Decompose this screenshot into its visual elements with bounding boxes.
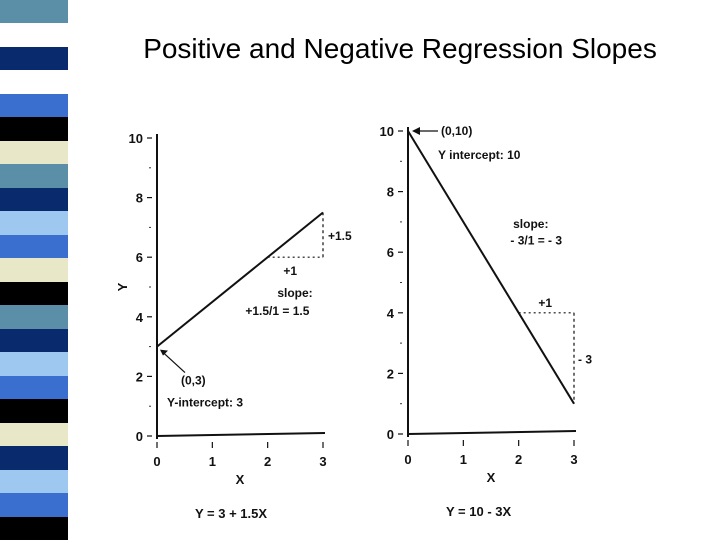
stripe-tile — [0, 258, 68, 283]
stripe-tile — [0, 328, 68, 353]
stripe-tile — [0, 117, 68, 142]
x-axis-label: X — [487, 470, 496, 485]
intercept-point-label: (0,3) — [181, 374, 206, 388]
slide-title: Positive and Negative Regression Slopes — [143, 33, 657, 64]
intercept-arrowhead — [160, 349, 168, 356]
stripe-tile — [0, 211, 68, 236]
slope-label: slope: — [277, 286, 312, 300]
stripe-tile — [0, 93, 68, 118]
x-tick-label: 1 — [209, 454, 216, 469]
stripe-tile — [0, 493, 68, 517]
slope-value: +1.5/1 = 1.5 — [245, 304, 309, 318]
stripe-tile — [0, 446, 68, 471]
y-tick-label: 4 — [387, 306, 395, 321]
stripe-tile — [0, 0, 68, 24]
rise-label: - 3 — [578, 352, 592, 366]
stripe-tile — [0, 422, 68, 447]
stripe-tile — [0, 516, 68, 540]
decorative-stripe — [0, 0, 68, 540]
intercept-label: Y-intercept: 3 — [167, 396, 243, 410]
x-tick-label: 3 — [570, 452, 577, 467]
positive-slope-chart: 0 2 4 6 8 10 0 1 2 3 X Y +1.5 +1 slope: +1.5/1 = 1.5 (0,… — [115, 131, 352, 521]
x-axis-line — [407, 430, 577, 435]
y-tick-label: 8 — [387, 185, 394, 200]
stripe-tile — [0, 46, 68, 71]
intercept-arrow — [160, 350, 186, 374]
x-axis-line — [156, 432, 326, 437]
stripe-tile — [0, 187, 68, 212]
intercept-point-label: (0,10) — [441, 124, 472, 138]
stripe-tile — [0, 70, 68, 95]
y-axis-label: Y — [115, 282, 130, 291]
negative-slope-chart: 0 2 4 6 8 10 0 1 2 3 X +1 - 3 slope: - 3/1 = - 3 (0,10)… — [380, 124, 593, 519]
regression-equation: Y = 10 - 3X — [446, 504, 511, 519]
run-label: +1 — [283, 264, 297, 278]
stripe-tile — [0, 305, 68, 330]
right-plot-area: 0 2 4 6 8 10 0 1 2 3 X +1 - 3 slope: - 3/1 = - 3 (0,10)… — [380, 124, 593, 519]
run-label: +1 — [538, 296, 552, 310]
stripe-tile — [0, 375, 68, 400]
x-tick-label: 0 — [153, 454, 160, 469]
y-tick-label: 6 — [136, 250, 143, 265]
stripe-tile — [0, 234, 68, 259]
regression-line — [156, 211, 324, 348]
y-tick-label: 8 — [136, 191, 143, 206]
y-tick-label: 10 — [129, 131, 143, 146]
y-tick-label: 0 — [136, 429, 143, 444]
rise-label: +1.5 — [328, 229, 352, 243]
y-tick-label: 2 — [136, 369, 143, 384]
slope-value: - 3/1 = - 3 — [510, 234, 562, 248]
stripe-tile — [0, 469, 68, 494]
y-tick-label: 10 — [380, 124, 394, 139]
stripe-tile — [0, 140, 68, 165]
left-plot-area: 0 2 4 6 8 10 0 1 2 3 X Y +1.5 +1 slope: +1.5/1 = 1.5 (0,… — [115, 131, 352, 521]
regression-equation: Y = 3 + 1.5X — [195, 506, 267, 521]
stripe-tile — [0, 23, 68, 48]
x-tick-label: 3 — [319, 454, 326, 469]
x-tick-label: 1 — [460, 452, 467, 467]
x-axis-label: X — [236, 472, 245, 487]
stripe-tile — [0, 399, 68, 424]
regression-line — [407, 130, 575, 405]
y-tick-label: 6 — [387, 245, 394, 260]
stripe-tile — [0, 352, 68, 377]
stripe-tile — [0, 281, 68, 306]
x-tick-label: 2 — [264, 454, 271, 469]
intercept-label: Y intercept: 10 — [438, 148, 521, 162]
slope-label: slope: — [513, 217, 548, 231]
x-tick-label: 2 — [515, 452, 522, 467]
y-tick-label: 4 — [136, 310, 144, 325]
y-tick-label: 2 — [387, 366, 394, 381]
stripe-tile — [0, 164, 68, 189]
intercept-arrowhead — [412, 127, 420, 135]
x-tick-label: 0 — [404, 452, 411, 467]
y-tick-label: 0 — [387, 427, 394, 442]
